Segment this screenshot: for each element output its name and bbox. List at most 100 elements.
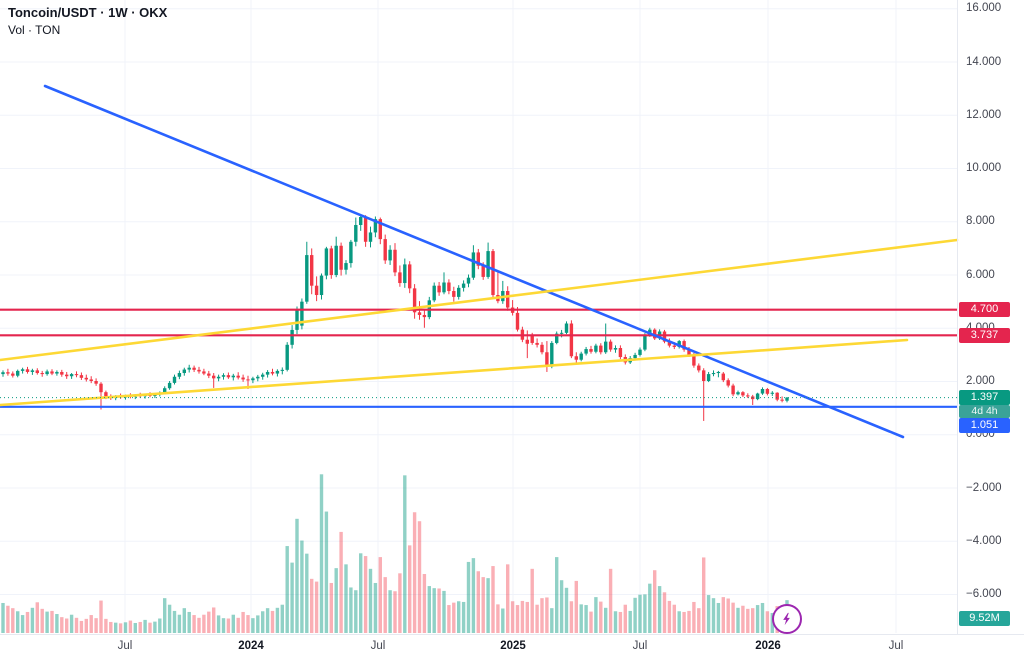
- candle-body: [579, 353, 583, 360]
- volume-bar: [447, 605, 451, 633]
- volume-bar: [613, 611, 618, 633]
- volume-bar: [657, 586, 662, 633]
- candle-body: [741, 392, 745, 396]
- volume-bar: [45, 611, 49, 633]
- candle-body: [408, 264, 412, 289]
- candle-body: [167, 382, 172, 389]
- volume-bar: [295, 518, 299, 633]
- volume-bar: [241, 611, 245, 633]
- candle-body: [613, 348, 618, 350]
- price-axis-label: 2.000: [966, 375, 995, 388]
- volume-bar: [290, 562, 294, 633]
- candle-body: [202, 371, 206, 374]
- volume-bar: [765, 611, 770, 633]
- volume-bar: [697, 608, 701, 633]
- candle-body: [300, 301, 304, 326]
- volume-bar: [702, 557, 706, 633]
- volume-bar: [153, 621, 157, 633]
- time-axis-label: Jul: [888, 640, 904, 652]
- resistance-level-badge-4700: 4.700: [959, 302, 1010, 317]
- candle-body: [765, 389, 770, 394]
- candle-body: [702, 370, 706, 382]
- volume-bar: [163, 598, 167, 633]
- rising-channel-upper[interactable]: [0, 238, 959, 362]
- price-axis-label: −4.000: [966, 534, 1002, 547]
- candle-body: [515, 312, 520, 330]
- volume-bar: [687, 610, 691, 633]
- volume-bar: [104, 618, 108, 633]
- candle-body: [285, 344, 289, 370]
- candle-body: [197, 369, 201, 372]
- flash-event-icon[interactable]: [772, 604, 802, 634]
- volume-bar: [662, 592, 667, 633]
- candle-body: [525, 339, 529, 344]
- candle-body: [20, 369, 25, 371]
- volume-bar: [11, 608, 15, 633]
- bar-countdown-badge: 4d 4h: [959, 405, 1010, 418]
- volume-bar: [339, 531, 343, 633]
- candle-body: [55, 371, 59, 374]
- volume-bar: [496, 604, 500, 633]
- volume-bar: [84, 618, 88, 633]
- legend: Toncoin/USDT · 1W · OKX Vol · TON: [8, 5, 167, 37]
- price-axis-label: 16.000: [966, 2, 1002, 15]
- volume-bar: [432, 588, 436, 633]
- candle-body: [378, 219, 382, 240]
- candle-body: [261, 374, 265, 377]
- volume-bar: [354, 590, 358, 633]
- candle-body: [212, 375, 216, 379]
- candle-body: [275, 370, 280, 374]
- resistance-level-badge-3737: 3.737: [959, 328, 1010, 343]
- candle-body: [6, 372, 10, 374]
- candle-body: [30, 370, 35, 372]
- volume-bar: [721, 597, 725, 633]
- volume-bar: [692, 601, 696, 633]
- volume-bar: [466, 561, 471, 633]
- candle-body: [359, 217, 363, 225]
- candle-body: [226, 375, 231, 378]
- volume-bar: [726, 598, 730, 633]
- candle-body: [79, 375, 84, 378]
- volume-indicator-label[interactable]: Vol · TON: [8, 23, 61, 37]
- candle-body: [16, 370, 20, 376]
- price-axis-label: −2.000: [966, 481, 1002, 494]
- volume-bar: [35, 602, 39, 633]
- volume-bar: [510, 601, 515, 633]
- candle-body: [755, 393, 760, 400]
- volume-bar: [746, 608, 750, 633]
- volume-bar: [40, 608, 44, 633]
- volume-bar: [202, 614, 206, 633]
- volume-bar: [275, 607, 280, 633]
- volume-bar: [123, 622, 128, 633]
- price-axis-label: 12.000: [966, 108, 1002, 121]
- volume-bar: [638, 594, 642, 633]
- volume-bar: [584, 605, 588, 633]
- volume-bar: [148, 622, 152, 633]
- volume-bar: [349, 587, 353, 633]
- volume-bar: [741, 605, 745, 633]
- volume-bar: [608, 568, 613, 633]
- volume-bar: [177, 614, 182, 633]
- volume-bar: [403, 475, 407, 633]
- descending-trendline[interactable]: [43, 84, 905, 439]
- candle-body: [736, 392, 740, 395]
- volume-bar: [30, 607, 35, 633]
- candle-body: [682, 341, 686, 350]
- volume-bar: [501, 608, 505, 633]
- rising-channel-lower[interactable]: [0, 338, 909, 407]
- volume-bar: [187, 611, 191, 633]
- support-level-badge-1051: 1.051: [959, 418, 1010, 433]
- candle-body: [486, 251, 490, 277]
- volume-bar: [564, 587, 569, 633]
- volume-bar: [506, 564, 510, 633]
- symbol-title[interactable]: Toncoin/USDT · 1W · OKX: [8, 5, 168, 20]
- volume-bar: [618, 611, 623, 633]
- candle-body: [246, 379, 250, 381]
- candle-body: [163, 388, 167, 393]
- volume-bar: [251, 618, 255, 633]
- volume-bar: [363, 556, 368, 633]
- volume-bar: [461, 601, 466, 633]
- volume-bar: [270, 610, 275, 633]
